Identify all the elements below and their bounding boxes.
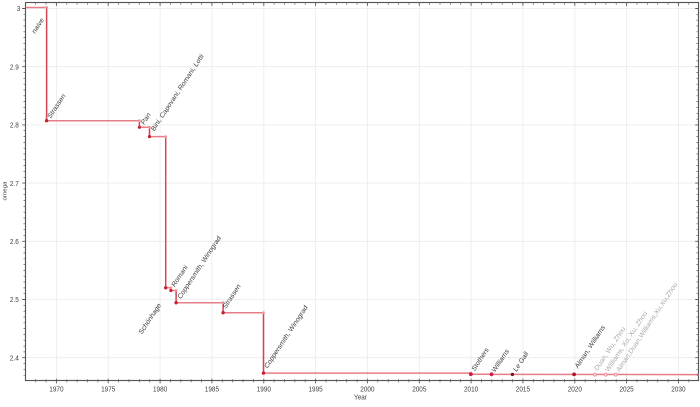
svg-text:1970: 1970 bbox=[49, 386, 63, 393]
svg-text:3: 3 bbox=[17, 6, 21, 13]
svg-text:2.9: 2.9 bbox=[10, 64, 19, 71]
svg-text:2005: 2005 bbox=[412, 386, 426, 393]
svg-text:2.7: 2.7 bbox=[10, 180, 19, 187]
svg-text:omega: omega bbox=[3, 181, 9, 201]
svg-text:1995: 1995 bbox=[308, 386, 322, 393]
svg-text:2015: 2015 bbox=[516, 386, 530, 393]
svg-text:2000: 2000 bbox=[360, 386, 374, 393]
svg-text:2020: 2020 bbox=[568, 386, 582, 393]
svg-text:2.8: 2.8 bbox=[10, 122, 19, 129]
svg-text:1985: 1985 bbox=[205, 386, 219, 393]
svg-text:2.5: 2.5 bbox=[10, 297, 19, 304]
svg-text:1990: 1990 bbox=[257, 386, 271, 393]
svg-text:2.4: 2.4 bbox=[10, 355, 19, 362]
svg-text:2030: 2030 bbox=[671, 386, 685, 393]
svg-text:2.6: 2.6 bbox=[10, 239, 19, 246]
svg-text:1975: 1975 bbox=[101, 386, 115, 393]
svg-text:2025: 2025 bbox=[619, 386, 633, 393]
svg-text:2010: 2010 bbox=[464, 386, 478, 393]
svg-text:1980: 1980 bbox=[153, 386, 167, 393]
svg-text:Year: Year bbox=[354, 394, 368, 401]
